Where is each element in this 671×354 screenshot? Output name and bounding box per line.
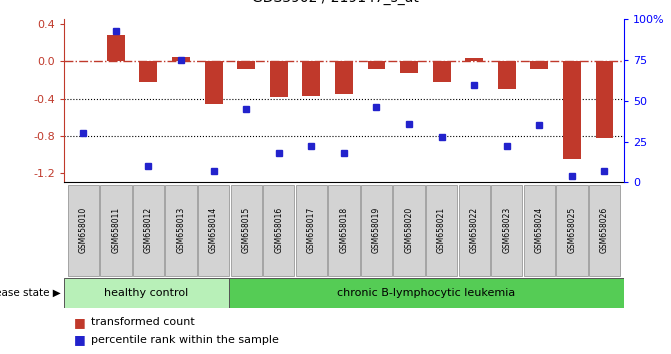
Text: GDS3902 / 219147_s_at: GDS3902 / 219147_s_at xyxy=(252,0,419,5)
Bar xyxy=(498,61,516,89)
Bar xyxy=(140,61,158,82)
Text: GSM658024: GSM658024 xyxy=(535,207,544,253)
Text: transformed count: transformed count xyxy=(91,318,195,327)
FancyBboxPatch shape xyxy=(361,185,392,276)
FancyBboxPatch shape xyxy=(165,185,197,276)
Bar xyxy=(433,61,450,82)
Bar xyxy=(172,57,190,61)
Text: GSM658012: GSM658012 xyxy=(144,207,153,253)
FancyBboxPatch shape xyxy=(263,185,295,276)
Bar xyxy=(238,61,255,69)
Bar xyxy=(335,61,353,94)
Text: GSM658018: GSM658018 xyxy=(340,207,348,253)
FancyBboxPatch shape xyxy=(589,185,620,276)
Text: GSM658014: GSM658014 xyxy=(209,207,218,253)
Bar xyxy=(205,61,223,104)
Bar xyxy=(303,61,320,96)
Text: GSM658013: GSM658013 xyxy=(176,207,185,253)
FancyBboxPatch shape xyxy=(426,185,457,276)
Text: GSM658010: GSM658010 xyxy=(79,207,88,253)
Text: ■: ■ xyxy=(74,333,86,346)
Text: GSM658022: GSM658022 xyxy=(470,207,478,253)
Text: ■: ■ xyxy=(74,316,86,329)
Bar xyxy=(563,61,581,159)
Text: GSM658016: GSM658016 xyxy=(274,207,283,253)
Text: percentile rank within the sample: percentile rank within the sample xyxy=(91,335,278,344)
Bar xyxy=(400,61,418,73)
Text: GSM658025: GSM658025 xyxy=(568,207,576,253)
Text: healthy control: healthy control xyxy=(104,288,189,298)
Text: disease state ▶: disease state ▶ xyxy=(0,288,60,298)
FancyBboxPatch shape xyxy=(328,185,360,276)
FancyBboxPatch shape xyxy=(133,185,164,276)
Bar xyxy=(596,61,613,138)
Text: GSM658023: GSM658023 xyxy=(503,207,511,253)
Text: chronic B-lymphocytic leukemia: chronic B-lymphocytic leukemia xyxy=(337,288,515,298)
Text: GSM658020: GSM658020 xyxy=(405,207,413,253)
FancyBboxPatch shape xyxy=(458,185,490,276)
Bar xyxy=(64,278,229,308)
FancyBboxPatch shape xyxy=(393,185,425,276)
FancyBboxPatch shape xyxy=(198,185,229,276)
Bar xyxy=(229,278,624,308)
Text: GSM658011: GSM658011 xyxy=(111,207,120,253)
Text: GSM658017: GSM658017 xyxy=(307,207,316,253)
Bar xyxy=(465,58,483,61)
FancyBboxPatch shape xyxy=(296,185,327,276)
Bar xyxy=(530,61,548,69)
Bar xyxy=(270,61,288,97)
Bar xyxy=(107,35,125,61)
FancyBboxPatch shape xyxy=(231,185,262,276)
FancyBboxPatch shape xyxy=(523,185,555,276)
Text: GSM658026: GSM658026 xyxy=(600,207,609,253)
Text: GSM658015: GSM658015 xyxy=(242,207,251,253)
FancyBboxPatch shape xyxy=(68,185,99,276)
Bar xyxy=(368,61,385,69)
Text: GSM658021: GSM658021 xyxy=(437,207,446,253)
FancyBboxPatch shape xyxy=(556,185,588,276)
Text: GSM658019: GSM658019 xyxy=(372,207,381,253)
FancyBboxPatch shape xyxy=(491,185,523,276)
FancyBboxPatch shape xyxy=(100,185,132,276)
